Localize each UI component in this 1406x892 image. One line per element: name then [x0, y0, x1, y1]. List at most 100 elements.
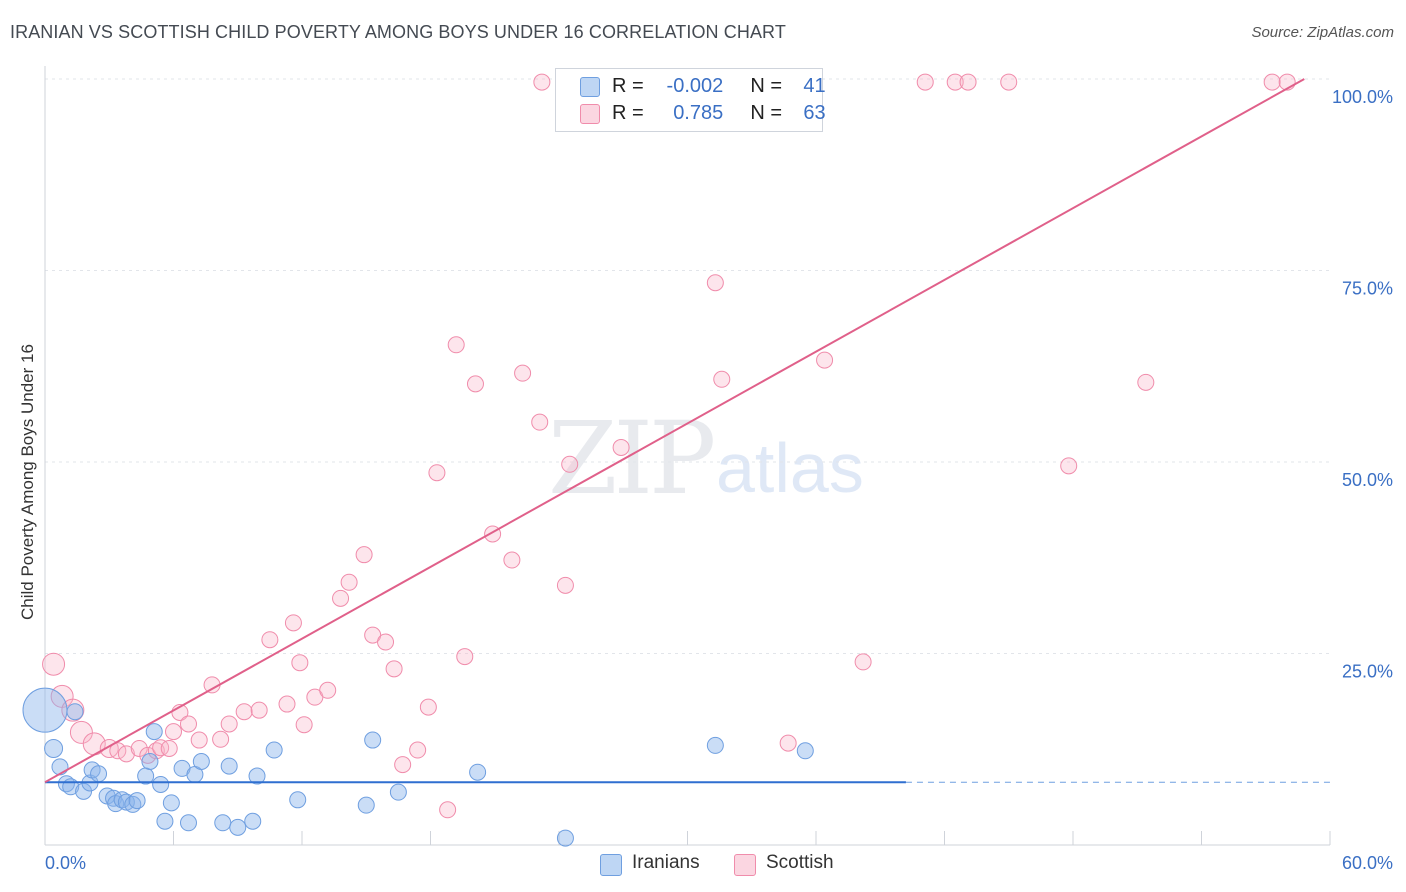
scottish-point: [130, 739, 148, 757]
scottish-point: [179, 715, 197, 733]
scottish-trend-line: [44, 78, 1305, 784]
iranians-legend-label: Iranians: [632, 852, 700, 873]
x-tick-label: 0.0%: [45, 853, 86, 873]
scottish-point: [319, 681, 337, 699]
scottish-point: [332, 589, 350, 607]
scottish-point: [152, 739, 170, 757]
scottish-point: [165, 723, 182, 741]
scottish-point: [456, 648, 474, 666]
scottish-point: [959, 73, 977, 91]
scottish-point: [295, 716, 313, 734]
scottish-point: [816, 351, 834, 369]
iranian-point: [289, 791, 307, 809]
scottish-point: [394, 756, 412, 774]
iranians-swatch: [580, 77, 600, 97]
scottish-point: [779, 734, 797, 752]
iranian-point: [156, 812, 174, 830]
correlation-legend: R = -0.002 N = 41 R = 0.785 N = 63: [555, 68, 826, 132]
n-value-scottish: 63: [803, 102, 826, 124]
scottish-point: [916, 73, 934, 91]
scottish-point: [706, 274, 724, 292]
iranian-point: [556, 829, 574, 847]
scottish-point: [612, 438, 630, 456]
scottish-point: [1060, 457, 1078, 475]
n-label: N =: [750, 75, 783, 97]
iranian-point: [141, 753, 159, 771]
iranian-point: [179, 814, 197, 832]
scottish-point: [556, 576, 574, 594]
source-label: Source: ZipAtlas.com: [1251, 24, 1394, 41]
scottish-point: [514, 364, 532, 382]
scottish-legend-swatch: [734, 854, 756, 876]
scottish-point: [235, 703, 253, 721]
n-label: N =: [750, 102, 783, 124]
scottish-point: [409, 741, 427, 759]
scottish-swatch: [580, 104, 600, 124]
scottish-point: [220, 715, 238, 733]
r-value-scottish: 0.785: [673, 102, 724, 124]
iranian-point: [51, 758, 69, 776]
iranian-point: [220, 757, 238, 775]
scottish-point: [278, 695, 296, 713]
iranian-point: [389, 783, 407, 801]
iranian-point: [265, 741, 283, 759]
scottish-point: [713, 370, 731, 388]
scottish-point: [1000, 73, 1018, 91]
iranian-point: [706, 736, 724, 754]
r-value-iranians: -0.002: [666, 75, 724, 97]
scottish-point: [1263, 73, 1281, 91]
iranians-legend-swatch: [600, 854, 622, 876]
scottish-point: [377, 633, 395, 651]
iranian-point: [229, 818, 247, 836]
iranian-point: [357, 796, 375, 814]
chart-title: IRANIAN VS SCOTTISH CHILD POVERTY AMONG …: [10, 22, 786, 42]
scottish-point: [1137, 373, 1155, 391]
iranian-point: [248, 767, 266, 785]
scottish-point: [533, 73, 551, 91]
y-axis-label: Child Poverty Among Boys Under 16: [18, 344, 37, 620]
scottish-point: [212, 730, 230, 748]
scottish-point: [466, 375, 484, 393]
scottish-point: [340, 573, 358, 591]
iranian-point: [66, 703, 84, 721]
iranian-point: [364, 731, 382, 749]
scottish-point: [946, 73, 964, 91]
iranian-point: [162, 794, 180, 812]
scottish-point: [561, 455, 579, 473]
y-tick-label: 100.0%: [1332, 87, 1393, 107]
scottish-point: [160, 739, 178, 757]
iranian-point: [75, 782, 93, 800]
scottish-point: [190, 731, 208, 749]
scottish-point: [447, 336, 465, 354]
x-tick-label: 60.0%: [1342, 853, 1393, 873]
scottish-point: [355, 546, 373, 564]
scottish-point: [854, 653, 872, 671]
scottish-point: [69, 720, 93, 744]
scottish-legend-label: Scottish: [766, 852, 834, 873]
scottish-point: [385, 660, 403, 678]
scottish-point: [291, 654, 309, 672]
iranian-point: [152, 775, 170, 793]
watermark-zip: ZIP: [548, 400, 716, 517]
r-label: R =: [612, 75, 644, 97]
n-value-iranians: 41: [803, 75, 826, 97]
y-tick-label: 50.0%: [1342, 470, 1393, 490]
iranian-point: [214, 814, 232, 832]
scottish-point: [117, 745, 135, 763]
iranian-point: [469, 763, 487, 781]
scottish-point: [250, 701, 268, 719]
scottish-point: [428, 464, 446, 482]
y-tick-label: 25.0%: [1342, 662, 1393, 682]
iranian-point: [244, 812, 262, 830]
iranian-point: [90, 765, 108, 783]
scottish-point: [419, 698, 437, 716]
scottish-point: [284, 614, 302, 632]
iranian-point: [192, 753, 210, 771]
iranian-point: [128, 792, 146, 810]
scottish-point: [439, 801, 457, 819]
iranian-point: [145, 723, 163, 741]
r-label: R =: [612, 102, 644, 124]
scottish-point: [503, 551, 521, 569]
watermark-atlas: atlas: [716, 429, 864, 507]
